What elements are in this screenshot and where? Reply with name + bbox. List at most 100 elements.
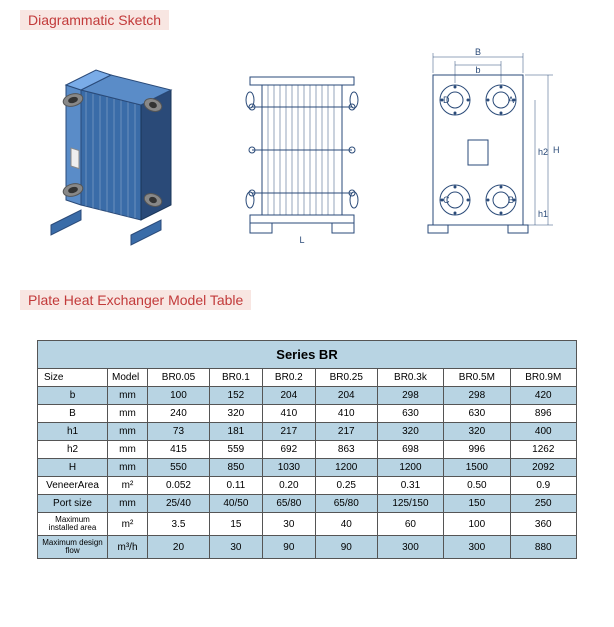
cell: 559 <box>209 441 262 459</box>
cell: 1500 <box>444 459 510 477</box>
cell: 30 <box>262 513 315 536</box>
cell: 896 <box>510 405 576 423</box>
row-unit: mm <box>108 495 148 513</box>
cell: 65/80 <box>315 495 377 513</box>
cell: 630 <box>444 405 510 423</box>
row-unit: mm <box>108 459 148 477</box>
cell: 550 <box>148 459 210 477</box>
diagram-row: L <box>20 40 594 260</box>
table-row: Maximum design flowm³/h20309090300300880 <box>38 536 577 559</box>
table-row: Maximum installed aream²3.51530406010036… <box>38 513 577 536</box>
cell: 0.052 <box>148 477 210 495</box>
row-unit: mm <box>108 405 148 423</box>
table-row: Bmm240320410410630630896 <box>38 405 577 423</box>
dim-B-upper: B <box>475 47 481 57</box>
row-label: Maximum design flow <box>38 536 108 559</box>
diagram-iso <box>31 50 201 250</box>
cell: 2092 <box>510 459 576 477</box>
cell: 298 <box>377 387 443 405</box>
row-label: VeneerArea <box>38 477 108 495</box>
row-label: B <box>38 405 108 423</box>
side-svg: L <box>222 55 382 245</box>
cell: 217 <box>315 423 377 441</box>
cell: 1200 <box>377 459 443 477</box>
diagram-front: B b H h2 h1 D A C B <box>403 45 583 255</box>
cell: 0.31 <box>377 477 443 495</box>
cell: 30 <box>209 536 262 559</box>
size-label: Size <box>38 369 108 387</box>
row-label: Port size <box>38 495 108 513</box>
cell: 630 <box>377 405 443 423</box>
row-label: b <box>38 387 108 405</box>
cell: 298 <box>444 387 510 405</box>
cell: 0.20 <box>262 477 315 495</box>
row-unit: m² <box>108 513 148 536</box>
cell: 410 <box>315 405 377 423</box>
table-heading-text: Plate Heat Exchanger Model Table <box>28 292 243 308</box>
row-label: H <box>38 459 108 477</box>
table-row: Port sizemm25/4040/5065/8065/80125/15015… <box>38 495 577 513</box>
cell: 65/80 <box>262 495 315 513</box>
cell: 0.50 <box>444 477 510 495</box>
row-unit: m² <box>108 477 148 495</box>
cell: 73 <box>148 423 210 441</box>
cell: 300 <box>444 536 510 559</box>
cell: 181 <box>209 423 262 441</box>
cell: 0.9 <box>510 477 576 495</box>
col-3: BR0.25 <box>315 369 377 387</box>
port-C: C <box>443 195 450 205</box>
cell: 3.5 <box>148 513 210 536</box>
table-row: Hmm55085010301200120015002092 <box>38 459 577 477</box>
diagram-heading-text: Diagrammatic Sketch <box>28 12 161 28</box>
cell: 996 <box>444 441 510 459</box>
cell: 1030 <box>262 459 315 477</box>
cell: 100 <box>148 387 210 405</box>
cell: 415 <box>148 441 210 459</box>
col-5: BR0.5M <box>444 369 510 387</box>
row-unit: mm <box>108 423 148 441</box>
row-unit: m³/h <box>108 536 148 559</box>
cell: 400 <box>510 423 576 441</box>
table-row: h1mm73181217217320320400 <box>38 423 577 441</box>
cell: 204 <box>315 387 377 405</box>
cell: 863 <box>315 441 377 459</box>
cell: 250 <box>510 495 576 513</box>
cell: 20 <box>148 536 210 559</box>
cell: 320 <box>377 423 443 441</box>
cell: 60 <box>377 513 443 536</box>
cell: 240 <box>148 405 210 423</box>
table-row: VeneerAream²0.0520.110.200.250.310.500.9 <box>38 477 577 495</box>
row-label: Maximum installed area <box>38 513 108 536</box>
row-unit: mm <box>108 387 148 405</box>
cell: 100 <box>444 513 510 536</box>
col-1: BR0.1 <box>209 369 262 387</box>
port-D: D <box>443 95 450 105</box>
table-row: bmm100152204204298298420 <box>38 387 577 405</box>
cell: 698 <box>377 441 443 459</box>
cell: 300 <box>377 536 443 559</box>
cell: 0.25 <box>315 477 377 495</box>
cell: 152 <box>209 387 262 405</box>
cell: 40/50 <box>209 495 262 513</box>
diagram-heading: Diagrammatic Sketch <box>20 10 169 30</box>
cell: 1200 <box>315 459 377 477</box>
col-6: BR0.9M <box>510 369 576 387</box>
series-row: Series BR <box>38 341 577 369</box>
model-table: Series BR Size Model BR0.05 BR0.1 BR0.2 … <box>37 340 577 559</box>
model-header-row: Size Model BR0.05 BR0.1 BR0.2 BR0.25 BR0… <box>38 369 577 387</box>
diagram-side: L <box>222 50 382 250</box>
table-row: h2mm4155596928636989961262 <box>38 441 577 459</box>
cell: 25/40 <box>148 495 210 513</box>
table-body: bmm100152204204298298420Bmm2403204104106… <box>38 387 577 559</box>
cell: 90 <box>315 536 377 559</box>
cell: 410 <box>262 405 315 423</box>
cell: 125/150 <box>377 495 443 513</box>
row-unit: mm <box>108 441 148 459</box>
cell: 150 <box>444 495 510 513</box>
cell: 90 <box>262 536 315 559</box>
dim-b-lower: b <box>476 65 481 75</box>
port-B: B <box>508 195 514 205</box>
col-2: BR0.2 <box>262 369 315 387</box>
cell: 40 <box>315 513 377 536</box>
col-0: BR0.05 <box>148 369 210 387</box>
